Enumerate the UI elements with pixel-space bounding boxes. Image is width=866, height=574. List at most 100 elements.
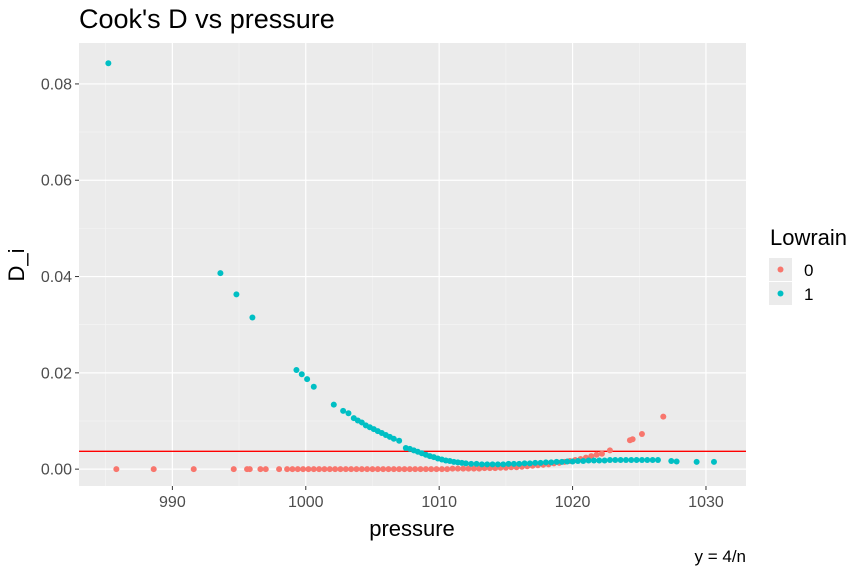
point-series-1 [553, 458, 560, 465]
point-series-0 [593, 451, 600, 458]
legend-label-1: 1 [804, 285, 813, 304]
point-series-0 [406, 466, 413, 473]
point-series-0 [417, 466, 424, 473]
x-tick-label: 1010 [421, 494, 457, 511]
x-tick-label: 990 [159, 494, 186, 511]
point-series-1 [478, 461, 485, 468]
legend-key-1 [777, 290, 784, 297]
point-series-1 [505, 460, 512, 467]
y-axis-title: D_i [4, 248, 29, 281]
point-series-0 [390, 466, 397, 473]
point-series-0 [289, 466, 296, 473]
point-series-1 [510, 460, 517, 467]
point-series-1 [233, 291, 240, 298]
point-series-0 [230, 466, 237, 473]
point-series-1 [649, 456, 656, 463]
point-series-1 [462, 460, 469, 467]
point-series-0 [449, 465, 456, 472]
point-series-0 [396, 466, 403, 473]
point-series-0 [276, 466, 283, 473]
point-series-1 [542, 459, 549, 466]
point-series-1 [249, 314, 256, 321]
point-series-0 [638, 430, 645, 437]
x-axis-title: pressure [369, 516, 455, 541]
point-series-1 [526, 460, 533, 467]
point-series-0 [364, 466, 371, 473]
point-series-0 [190, 466, 197, 473]
point-series-0 [262, 466, 269, 473]
point-series-1 [569, 458, 576, 465]
point-series-1 [516, 460, 523, 467]
y-axis: 0.00 0.02 0.04 0.06 0.08 [41, 76, 79, 479]
point-series-1 [340, 407, 347, 414]
legend: Lowrain 0 1 [769, 225, 847, 305]
caption: y = 4/n [694, 547, 746, 566]
point-series-0 [380, 466, 387, 473]
point-series-1 [105, 60, 112, 67]
point-series-0 [460, 465, 467, 472]
point-series-1 [580, 457, 587, 464]
point-series-1 [638, 456, 645, 463]
point-series-0 [316, 466, 323, 473]
point-series-0 [454, 465, 461, 472]
point-series-0 [321, 466, 328, 473]
point-series-0 [284, 466, 291, 473]
y-tick-label: 0.04 [41, 269, 72, 286]
point-series-0 [606, 447, 613, 454]
point-series-1 [293, 366, 300, 373]
point-series-1 [304, 376, 311, 383]
point-series-0 [337, 466, 344, 473]
point-series-0 [332, 466, 339, 473]
point-series-0 [310, 466, 317, 473]
point-series-0 [465, 465, 472, 472]
point-series-0 [246, 466, 253, 473]
point-series-0 [412, 466, 419, 473]
point-series-1 [548, 459, 555, 466]
point-series-0 [401, 466, 408, 473]
point-series-1 [330, 401, 337, 408]
point-series-0 [476, 465, 483, 472]
point-series-0 [348, 466, 355, 473]
point-series-0 [326, 466, 333, 473]
point-series-1 [693, 458, 700, 465]
point-series-1 [606, 456, 613, 463]
point-series-0 [629, 436, 636, 443]
point-series-1 [310, 383, 317, 390]
point-series-0 [444, 466, 451, 473]
point-series-1 [574, 457, 581, 464]
point-series-1 [612, 456, 619, 463]
point-series-1 [489, 461, 496, 468]
point-series-1 [710, 458, 717, 465]
point-series-1 [601, 457, 608, 464]
point-series-1 [532, 459, 539, 466]
point-series-0 [428, 466, 435, 473]
point-series-0 [385, 466, 392, 473]
point-series-0 [305, 466, 312, 473]
point-series-0 [294, 466, 301, 473]
point-series-1 [596, 457, 603, 464]
y-tick-label: 0.00 [41, 462, 72, 479]
x-tick-label: 1030 [688, 494, 724, 511]
point-series-1 [628, 456, 635, 463]
point-series-1 [590, 457, 597, 464]
point-series-1 [217, 270, 224, 277]
point-series-1 [468, 460, 475, 467]
chart-title: Cook's D vs pressure [79, 4, 335, 34]
x-axis: 990 1000 1010 1020 1030 [159, 486, 724, 511]
point-series-0 [660, 413, 667, 420]
plot-panel [79, 43, 746, 486]
point-series-1 [644, 456, 651, 463]
point-series-0 [113, 466, 120, 473]
point-series-0 [358, 466, 365, 473]
point-series-0 [257, 466, 264, 473]
x-tick-label: 1000 [288, 494, 324, 511]
point-series-0 [433, 466, 440, 473]
point-series-1 [537, 459, 544, 466]
point-series-0 [150, 466, 157, 473]
point-series-0 [300, 466, 307, 473]
points-layer [105, 60, 717, 473]
y-tick-label: 0.02 [41, 365, 72, 382]
grid-major [79, 43, 746, 486]
point-series-1 [298, 371, 305, 378]
